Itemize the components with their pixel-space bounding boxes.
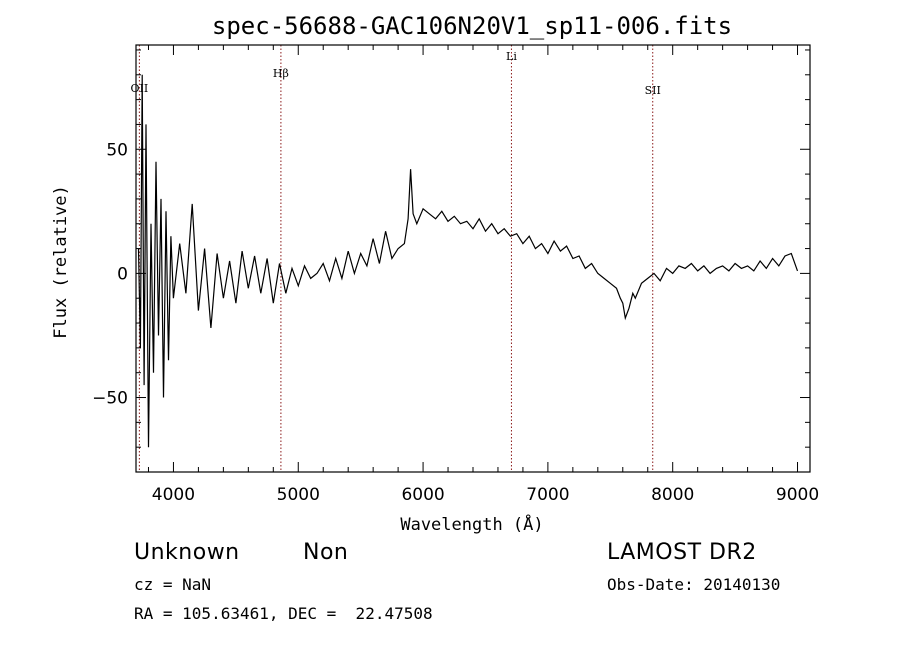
x-tick-label: 5000 [277, 485, 320, 505]
marker-label: Li [506, 50, 517, 63]
survey-name: LAMOST DR2 [607, 540, 757, 565]
spectral-subclass: Non [303, 540, 349, 565]
x-axis-label: Wavelength (Å) [400, 513, 543, 535]
spectrum-line [137, 74, 799, 448]
axis-ticks: 4000 5000 6000 7000 8000 9000 −50 0 50 [92, 45, 819, 505]
x-tick-label: 4000 [152, 485, 195, 505]
plot-frame [135, 44, 811, 473]
x-tick-label: 8000 [651, 485, 694, 505]
observation-date: Obs-Date: 20140130 [607, 575, 781, 594]
y-tick-label: −50 [92, 389, 128, 409]
marker-label: SII [645, 84, 661, 97]
redshift-readout: cz = NaN [134, 575, 212, 594]
chart-title: spec-56688-GAC106N20V1_sp11-006.fits [212, 12, 732, 40]
y-tick-label: 50 [106, 140, 128, 160]
x-tick-label: 6000 [401, 485, 444, 505]
marker-label: Hβ [273, 67, 289, 80]
y-tick-label: 0 [117, 264, 128, 284]
spectral-class: Unknown [134, 540, 240, 565]
coordinates-readout: RA = 105.63461, DEC = 22.47508 [134, 604, 433, 623]
x-tick-label: 9000 [776, 485, 819, 505]
y-axis-label: Flux (relative) [51, 185, 71, 339]
marker-label: OII [131, 82, 149, 95]
spectral-line-markers: OII Hβ Li SII [131, 45, 661, 472]
x-tick-label: 7000 [526, 485, 569, 505]
